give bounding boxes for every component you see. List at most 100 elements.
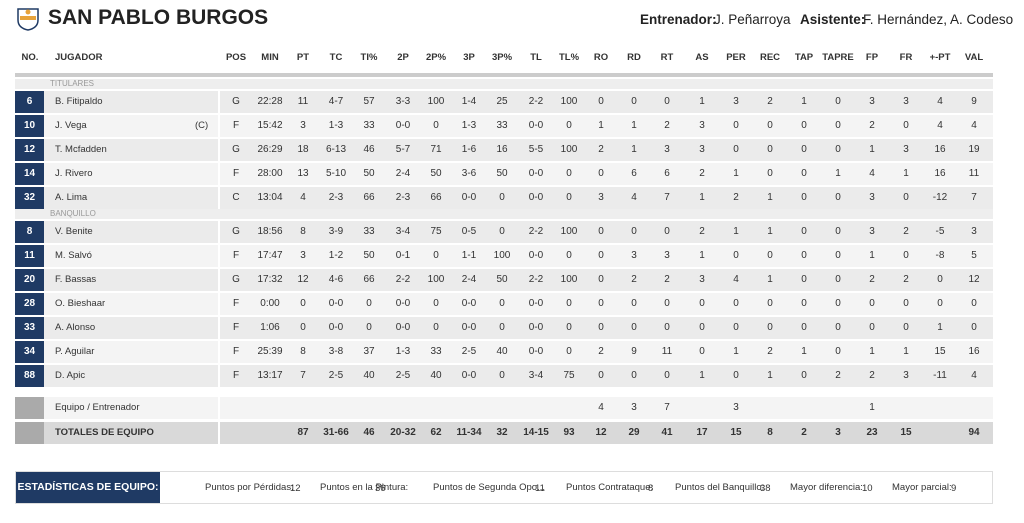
stat-cell: 25	[496, 96, 508, 107]
player-number: 11	[24, 250, 35, 261]
stat-cell: 0	[835, 322, 841, 333]
name-cell-sep	[218, 422, 220, 444]
stat-cell: 0	[801, 322, 807, 333]
stat-cell: 12	[297, 274, 309, 285]
name-cell-sep	[218, 269, 220, 291]
row-bg	[15, 269, 993, 291]
stat-cell: 15	[730, 427, 742, 438]
stat-cell: 0	[835, 226, 841, 237]
stat-cell: 100	[560, 144, 578, 155]
stat-cell: 16	[934, 168, 946, 179]
stat-cell: 3	[598, 192, 604, 203]
stat-cell: 13:17	[257, 370, 283, 381]
stat-cell: 0	[903, 298, 909, 309]
stat-cell: 0	[903, 250, 909, 261]
stat-cell: 11	[661, 346, 673, 357]
team-title: SAN PABLO BURGOS	[48, 6, 269, 29]
stat-cell: F	[232, 346, 240, 357]
stat-cell: 3-3	[395, 96, 411, 107]
stat-cell: 0	[566, 120, 572, 131]
stat-cell: 3-6	[461, 168, 477, 179]
stat-cell: 0	[664, 298, 670, 309]
team-stats-title: ESTADÍSTICAS DE EQUIPO:	[16, 472, 160, 503]
stat-cell: 0	[903, 192, 909, 203]
stat-cell: 0	[767, 298, 773, 309]
stat-cell: 5-7	[395, 144, 411, 155]
stat-cell: 0:00	[260, 298, 280, 309]
stat-cell: 0	[971, 322, 977, 333]
stat-cell: F	[232, 120, 240, 131]
stat-cell: 0	[767, 168, 773, 179]
stat-cell: 0	[835, 144, 841, 155]
team-stat-value: 9	[951, 483, 957, 494]
stat-cell: F	[232, 370, 240, 381]
stat-cell: 1	[699, 96, 705, 107]
stat-cell: 1	[631, 120, 637, 131]
team-stat-value: 11	[535, 483, 545, 494]
stat-cell: 3	[733, 402, 739, 413]
row-bg	[15, 365, 993, 387]
team-stat-value: 38	[760, 483, 771, 494]
stat-cell: 0	[300, 298, 306, 309]
stat-cell: 2-4	[395, 168, 411, 179]
stat-cell: 5	[971, 250, 977, 261]
stat-cell: 0	[767, 120, 773, 131]
stat-cell: 3-4	[395, 226, 411, 237]
name-cell-sep	[218, 293, 220, 315]
stat-cell: 2-2	[528, 226, 544, 237]
stat-cell: 7	[664, 402, 670, 413]
stat-cell: 18:56	[257, 226, 283, 237]
stat-cell: 1	[699, 192, 705, 203]
stat-cell: 2	[699, 226, 705, 237]
player-name: O. Bieshaar	[55, 298, 106, 309]
stat-cell: 2	[767, 346, 773, 357]
stat-cell: F	[232, 322, 240, 333]
stat-cell: 0	[433, 250, 439, 261]
stat-cell: 2	[598, 346, 604, 357]
stat-cell: 0	[598, 274, 604, 285]
stat-cell: 3	[300, 120, 306, 131]
number-cell	[15, 293, 44, 315]
stat-cell: 31-66	[323, 427, 349, 438]
stat-cell: 1	[869, 144, 875, 155]
stat-cell: 0	[869, 322, 875, 333]
team-stat-label: Puntos por Pérdidas:	[205, 482, 294, 493]
stat-cell: 41	[661, 427, 673, 438]
row-bg	[15, 221, 993, 243]
stat-cell: 1-3	[328, 120, 344, 131]
row-bg	[15, 245, 993, 267]
stat-cell: 1	[903, 168, 909, 179]
stat-cell: 0	[801, 274, 807, 285]
stat-cell: 16	[968, 346, 980, 357]
stat-cell: 0-0	[328, 298, 344, 309]
stat-cell: 0	[631, 298, 637, 309]
stat-cell: 0	[835, 120, 841, 131]
stat-cell: 0	[499, 192, 505, 203]
stat-cell: 0	[433, 120, 439, 131]
stat-cell: 33	[363, 120, 375, 131]
name-cell-sep	[218, 317, 220, 339]
stat-cell: 0	[366, 298, 372, 309]
stat-cell: 0	[566, 298, 572, 309]
team-stat-value: 36	[375, 483, 386, 494]
stat-cell: 0	[835, 346, 841, 357]
stat-cell: 0-0	[528, 168, 544, 179]
stat-cell: 0	[566, 346, 572, 357]
stat-cell: 0	[664, 96, 670, 107]
team-stat-value: 8	[648, 483, 654, 494]
player-number: 32	[23, 192, 36, 203]
stat-cell: 1	[767, 274, 773, 285]
assistant-label: Asistente:	[800, 12, 866, 27]
stat-cell: 0	[598, 226, 604, 237]
stat-cell: 1-2	[328, 250, 344, 261]
stat-cell: 1	[733, 346, 739, 357]
stat-cell: 0	[433, 298, 439, 309]
team-stat-label: Puntos del Banquillo:	[675, 482, 765, 493]
stat-cell: 0	[835, 250, 841, 261]
stat-cell: 3	[699, 120, 705, 131]
section-bg	[15, 79, 993, 89]
stat-cell: 40	[496, 346, 508, 357]
number-cell	[15, 317, 44, 339]
player-name: M. Salvó	[55, 250, 92, 261]
totals-label: TOTALES DE EQUIPO	[55, 427, 154, 438]
